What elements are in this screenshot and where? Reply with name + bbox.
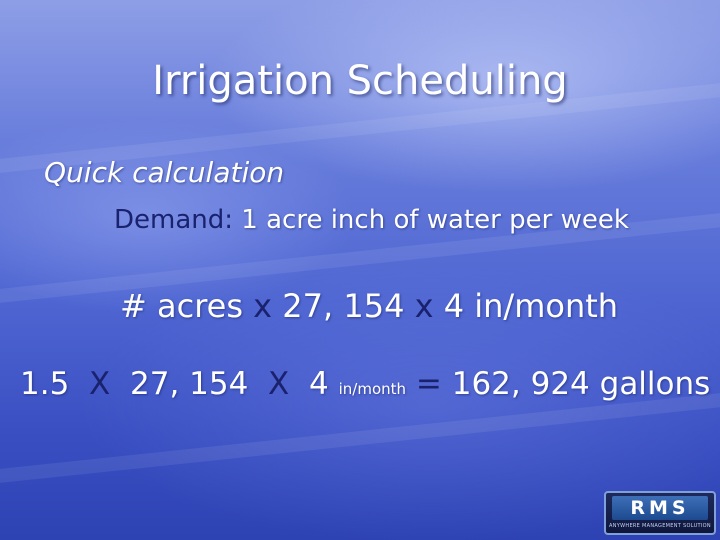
calc-result: 162, 924 gallons bbox=[451, 366, 711, 402]
formula-rate: 4 in/month bbox=[443, 287, 619, 325]
formula-acres: # acres bbox=[120, 287, 243, 325]
rms-logo: RMS ANYWHERE MANAGEMENT SOLUTION bbox=[604, 491, 716, 535]
calculation-line: 1.5 X 27, 154 X 4 in/month = 162, 924 ga… bbox=[20, 366, 710, 402]
formula-line: # acres x 27, 154 x 4 in/month bbox=[120, 287, 618, 325]
calc-unit: in/month bbox=[338, 380, 407, 398]
demand-line: Demand: 1 acre inch of water per week bbox=[114, 205, 629, 235]
calc-months: 4 bbox=[309, 366, 329, 402]
calc-multiply-2: X bbox=[268, 366, 290, 402]
slide-subtitle: Quick calculation bbox=[44, 156, 285, 189]
demand-label: Demand: bbox=[114, 205, 234, 235]
calc-factor: 27, 154 bbox=[130, 366, 249, 402]
demand-text: 1 acre inch of water per week bbox=[233, 205, 629, 235]
formula-factor: 27, 154 bbox=[282, 287, 405, 325]
formula-multiply-1: x bbox=[253, 287, 273, 325]
logo-tagline: ANYWHERE MANAGEMENT SOLUTION bbox=[609, 523, 711, 529]
calc-acres: 1.5 bbox=[20, 366, 70, 402]
calc-multiply-1: X bbox=[89, 366, 111, 402]
formula-multiply-2: x bbox=[414, 287, 434, 325]
calc-equals: = bbox=[415, 366, 442, 402]
logo-name: RMS bbox=[612, 496, 708, 520]
slide-title: Irrigation Scheduling bbox=[152, 58, 568, 104]
